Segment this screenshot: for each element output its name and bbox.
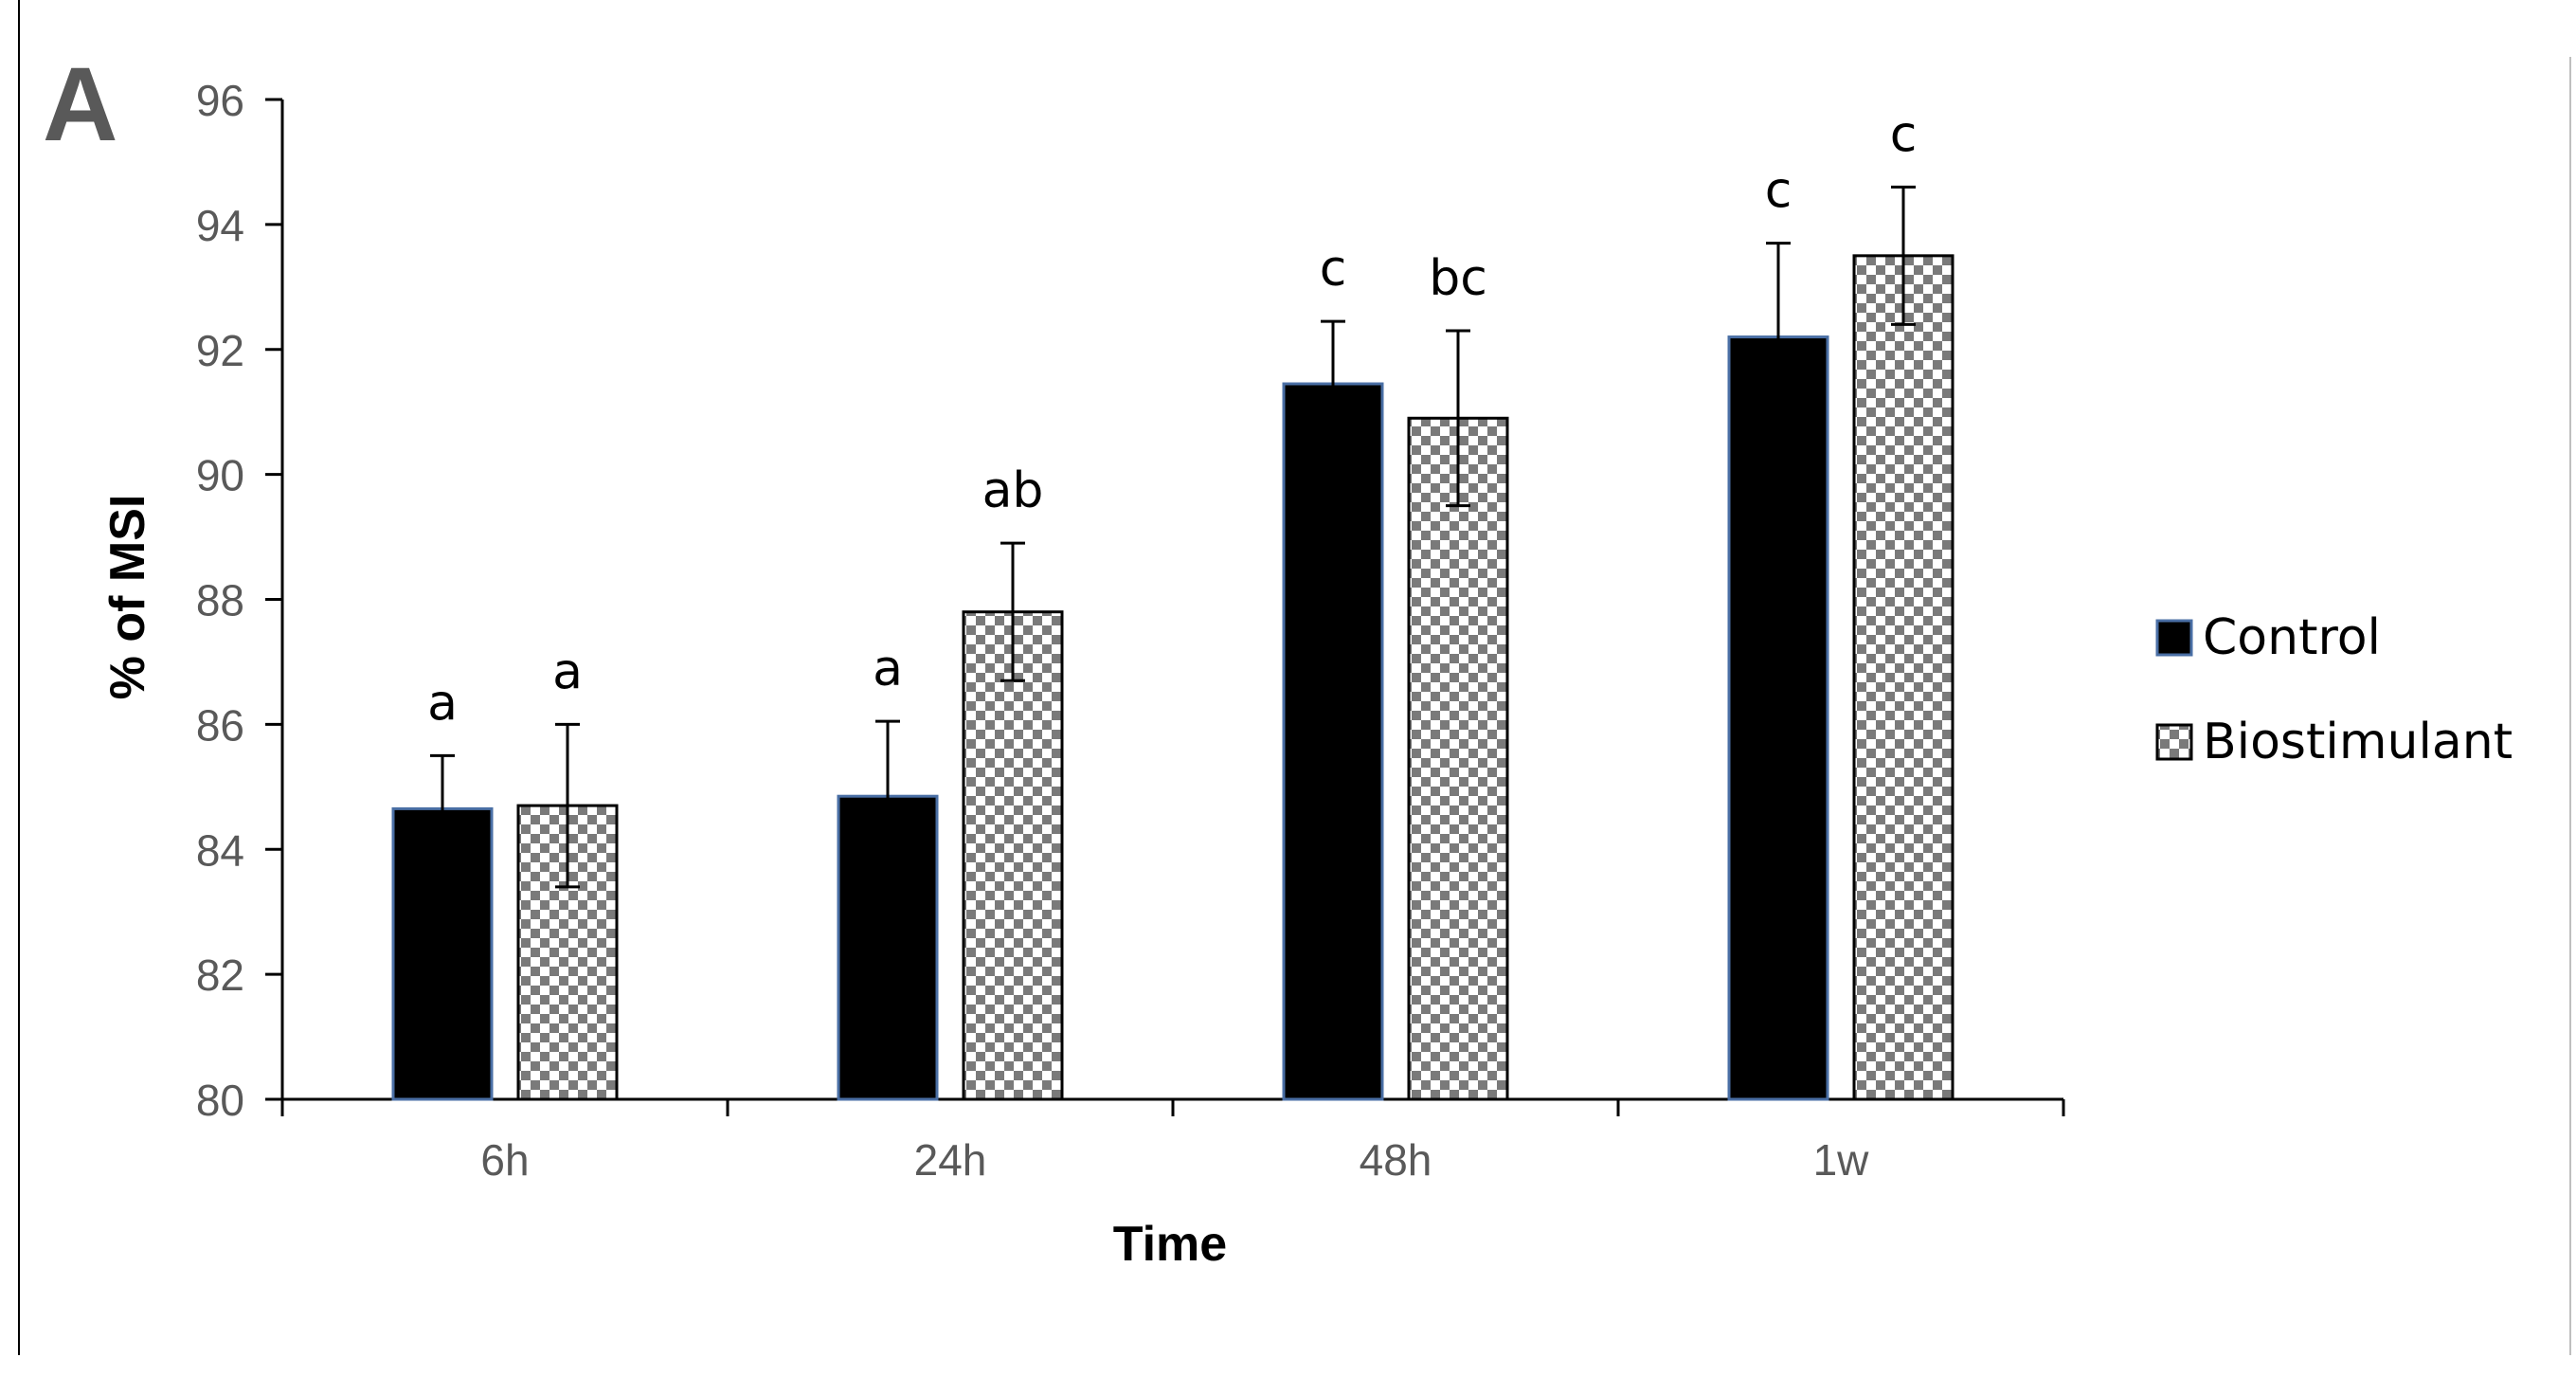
legend-swatch-control [2155, 619, 2193, 657]
x-tick-label: 24h [914, 1135, 987, 1185]
legend-swatch-biostimulant [2155, 723, 2193, 761]
legend-label-biostimulant: Biostimulant [2203, 714, 2513, 770]
y-tick-label: 96 [196, 76, 244, 125]
y-tick-label: 88 [196, 576, 244, 625]
significance-label: ab [982, 462, 1044, 519]
bar-biostimulant-24h [962, 610, 1064, 1101]
x-tick-label: 6h [480, 1135, 529, 1185]
x-axis-title: Time [1113, 1217, 1227, 1272]
significance-label: bc [1429, 250, 1487, 307]
bars [391, 254, 1955, 1101]
y-tick-label: 82 [196, 950, 244, 1000]
bar-control-48h [1282, 382, 1384, 1101]
significance-label: c [1765, 163, 1792, 220]
significance-label: c [1320, 241, 1347, 298]
bar-biostimulant-1w [1852, 254, 1955, 1101]
x-tick-label: 1w [1813, 1135, 1870, 1185]
significance-labels: a a c c a ab bc c [427, 106, 1917, 732]
y-tick-label: 94 [196, 201, 244, 250]
y-axis-title: % of MSI [100, 495, 155, 700]
panel-label: A [43, 46, 117, 163]
error-bars [430, 185, 1916, 889]
significance-label: a [427, 675, 458, 732]
y-tick-label: 90 [196, 451, 244, 500]
y-tick-label: 84 [196, 825, 244, 875]
significance-label: a [873, 641, 903, 697]
bar-biostimulant-48h [1407, 416, 1509, 1101]
bar-control-1w [1727, 335, 1829, 1101]
y-tick-label: 86 [196, 700, 244, 750]
significance-label: c [1890, 106, 1918, 163]
significance-label: a [552, 643, 583, 700]
y-tick-label: 80 [196, 1076, 244, 1125]
y-tick-label: 92 [196, 326, 244, 375]
legend: Control Biostimulant [2155, 609, 2513, 770]
legend-label-control: Control [2203, 609, 2381, 666]
axes: 80 82 84 86 88 90 92 94 96 6h 24h 48h 1w [196, 76, 2065, 1185]
x-tick-label: 48h [1360, 1135, 1432, 1185]
